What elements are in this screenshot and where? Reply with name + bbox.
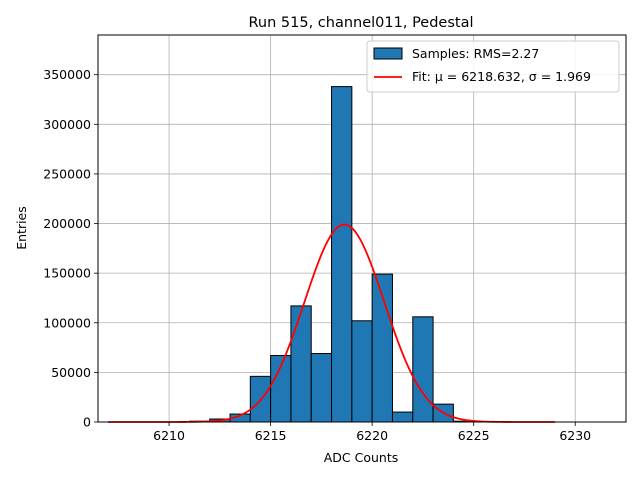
legend-histogram-swatch	[373, 47, 403, 60]
y-axis-label: Entries	[14, 206, 29, 250]
y-tick-label: 350000	[43, 67, 91, 82]
y-tick-label: 50000	[51, 365, 91, 380]
histogram-bar	[391, 411, 414, 423]
x-tick-label: 6230	[559, 428, 591, 443]
y-tick-label: 200000	[43, 216, 91, 231]
x-tick-label: 6220	[356, 428, 388, 443]
legend-histogram-label: Samples: RMS=2.27	[412, 46, 539, 61]
histogram-bar	[412, 316, 434, 423]
y-tick-label: 250000	[43, 166, 91, 181]
chart-title: Run 515, channel011, Pedestal	[248, 15, 473, 31]
legend-box	[366, 40, 620, 93]
histogram-bar	[290, 305, 312, 423]
y-tick-label: 300000	[43, 117, 91, 132]
x-tick-label: 6225	[458, 428, 490, 443]
histogram-bar	[351, 320, 373, 423]
y-axis-ticks: 0 50000 100000 150000 200000 250000 300000 3500…	[43, 67, 98, 430]
legend: Samples: RMS=2.27 Fit: μ = 6218.632, σ =…	[366, 40, 620, 93]
x-tick-label: 6210	[153, 428, 185, 443]
histogram-bar	[310, 353, 333, 423]
x-axis-label: ADC Counts	[324, 450, 399, 465]
legend-fit-label: Fit: μ = 6218.632, σ = 1.969	[412, 69, 591, 84]
plot-frame	[97, 34, 627, 423]
x-axis-ticks: 6210 6215 6220 6225 6230	[153, 422, 591, 443]
histogram-bar	[331, 86, 353, 423]
x-tick-label: 6215	[255, 428, 287, 443]
y-tick-label: 100000	[43, 315, 91, 330]
y-tick-label: 150000	[43, 266, 91, 281]
y-tick-label: 0	[83, 415, 91, 430]
grid-lines	[98, 35, 626, 423]
